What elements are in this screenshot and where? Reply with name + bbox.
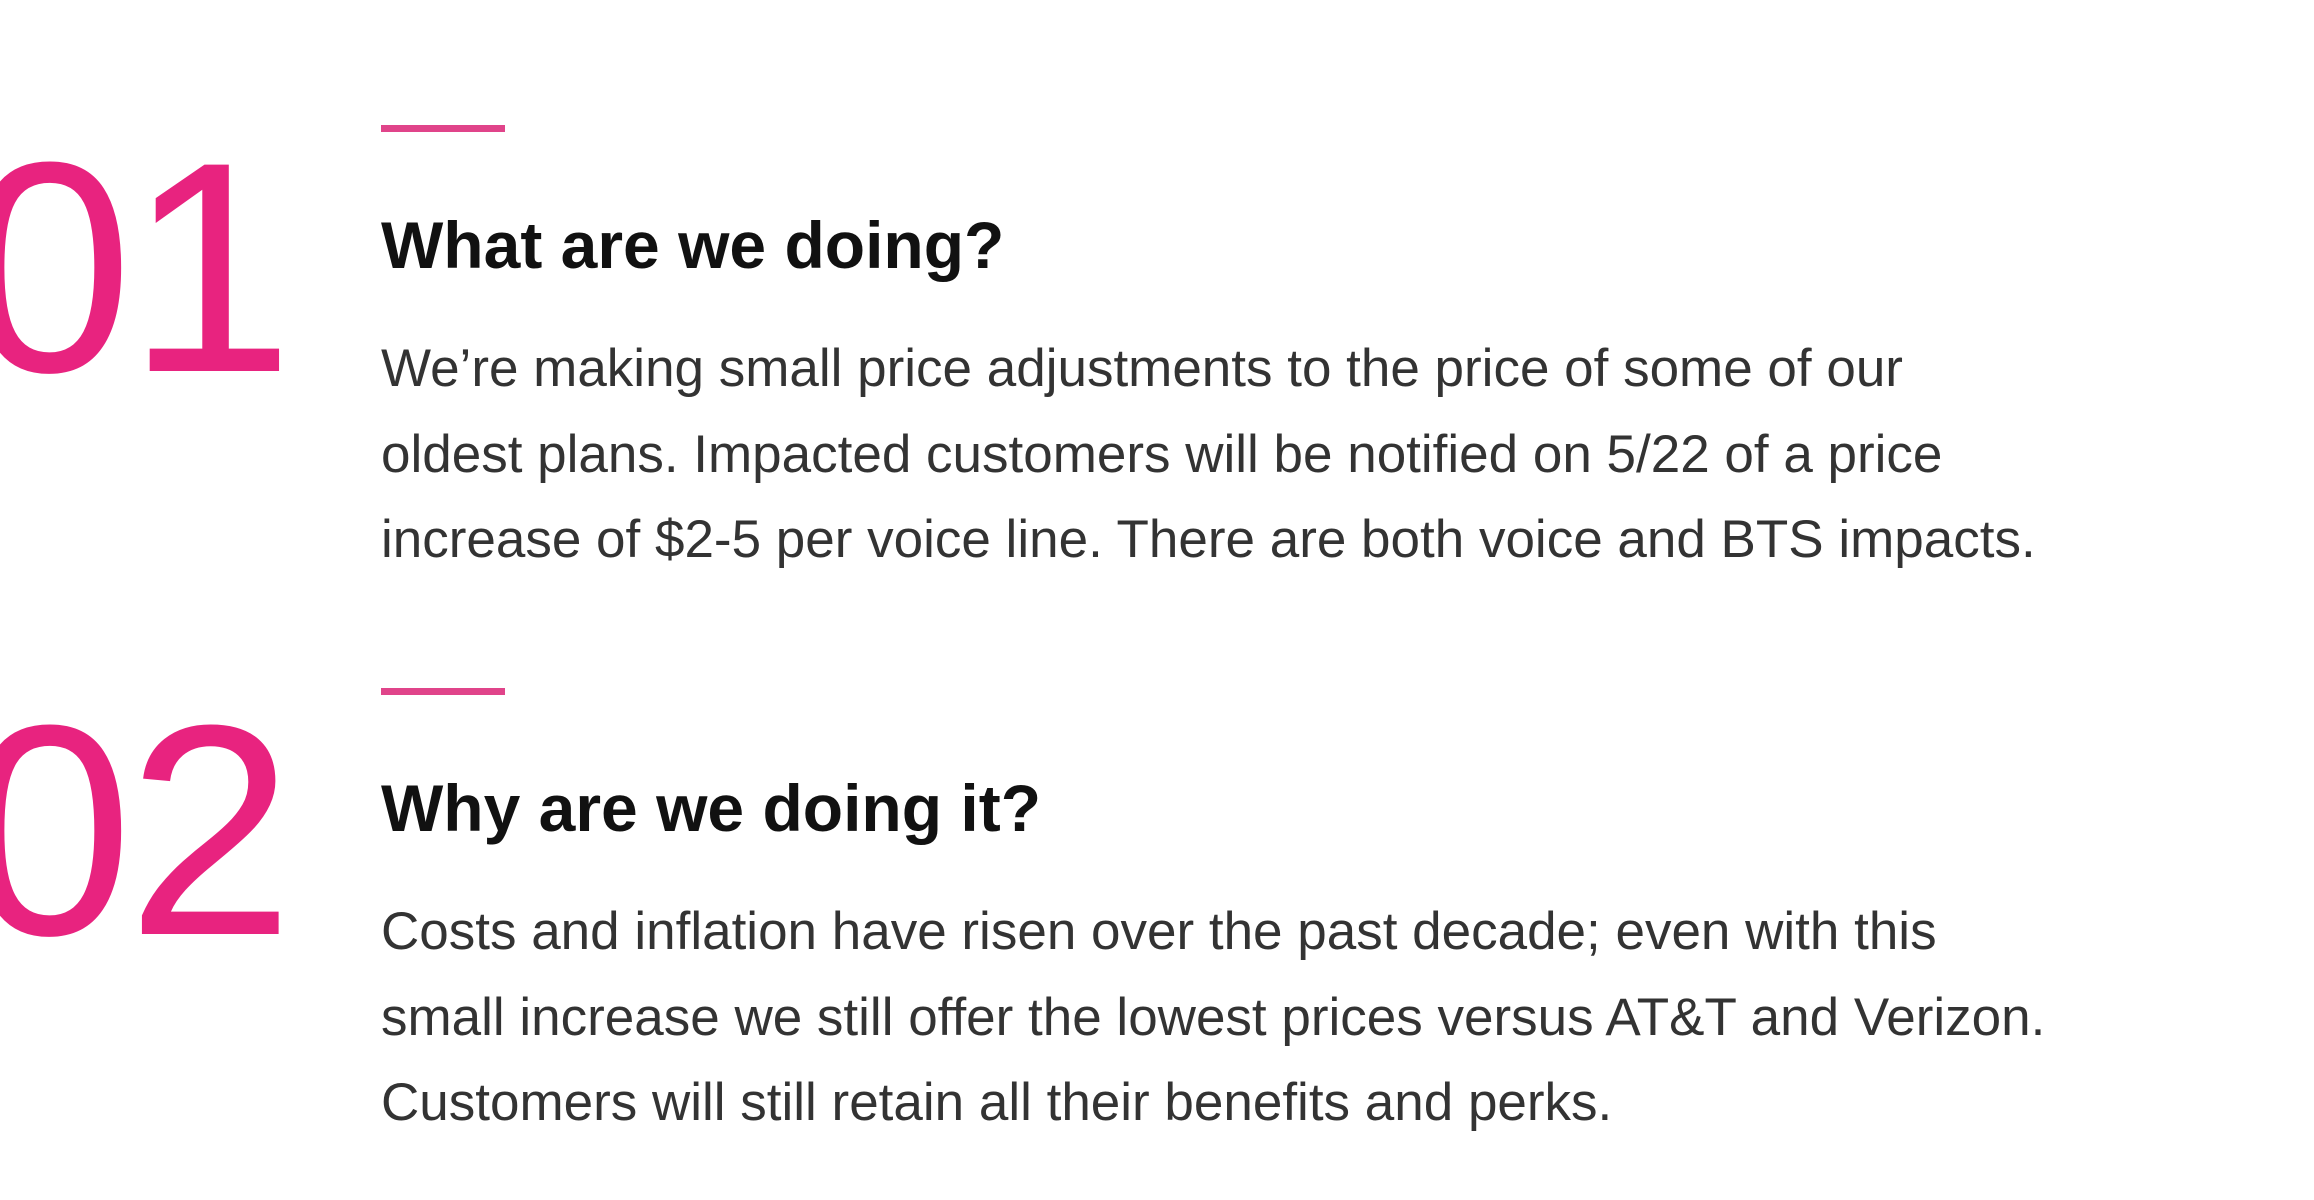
- body-line: Customers will still retain all their be…: [381, 1073, 1613, 1132]
- section-number: 01: [0, 99, 294, 435]
- section-heading: Why are we doing it?: [381, 771, 1042, 845]
- body-line: increase of $2-5 per voice line. There a…: [381, 510, 2036, 569]
- body-line: Costs and inflation have risen over the …: [381, 902, 1937, 961]
- accent-dash: [381, 688, 505, 695]
- accent-dash: [381, 125, 505, 132]
- section-heading: What are we doing?: [381, 208, 1005, 282]
- body-line: small increase we still offer the lowest…: [381, 987, 2046, 1047]
- body-line: oldest plans. Impacted customers will be…: [381, 424, 1943, 484]
- section-number: 02: [0, 662, 294, 998]
- body-line: We’re making small price adjustments to …: [381, 339, 1903, 398]
